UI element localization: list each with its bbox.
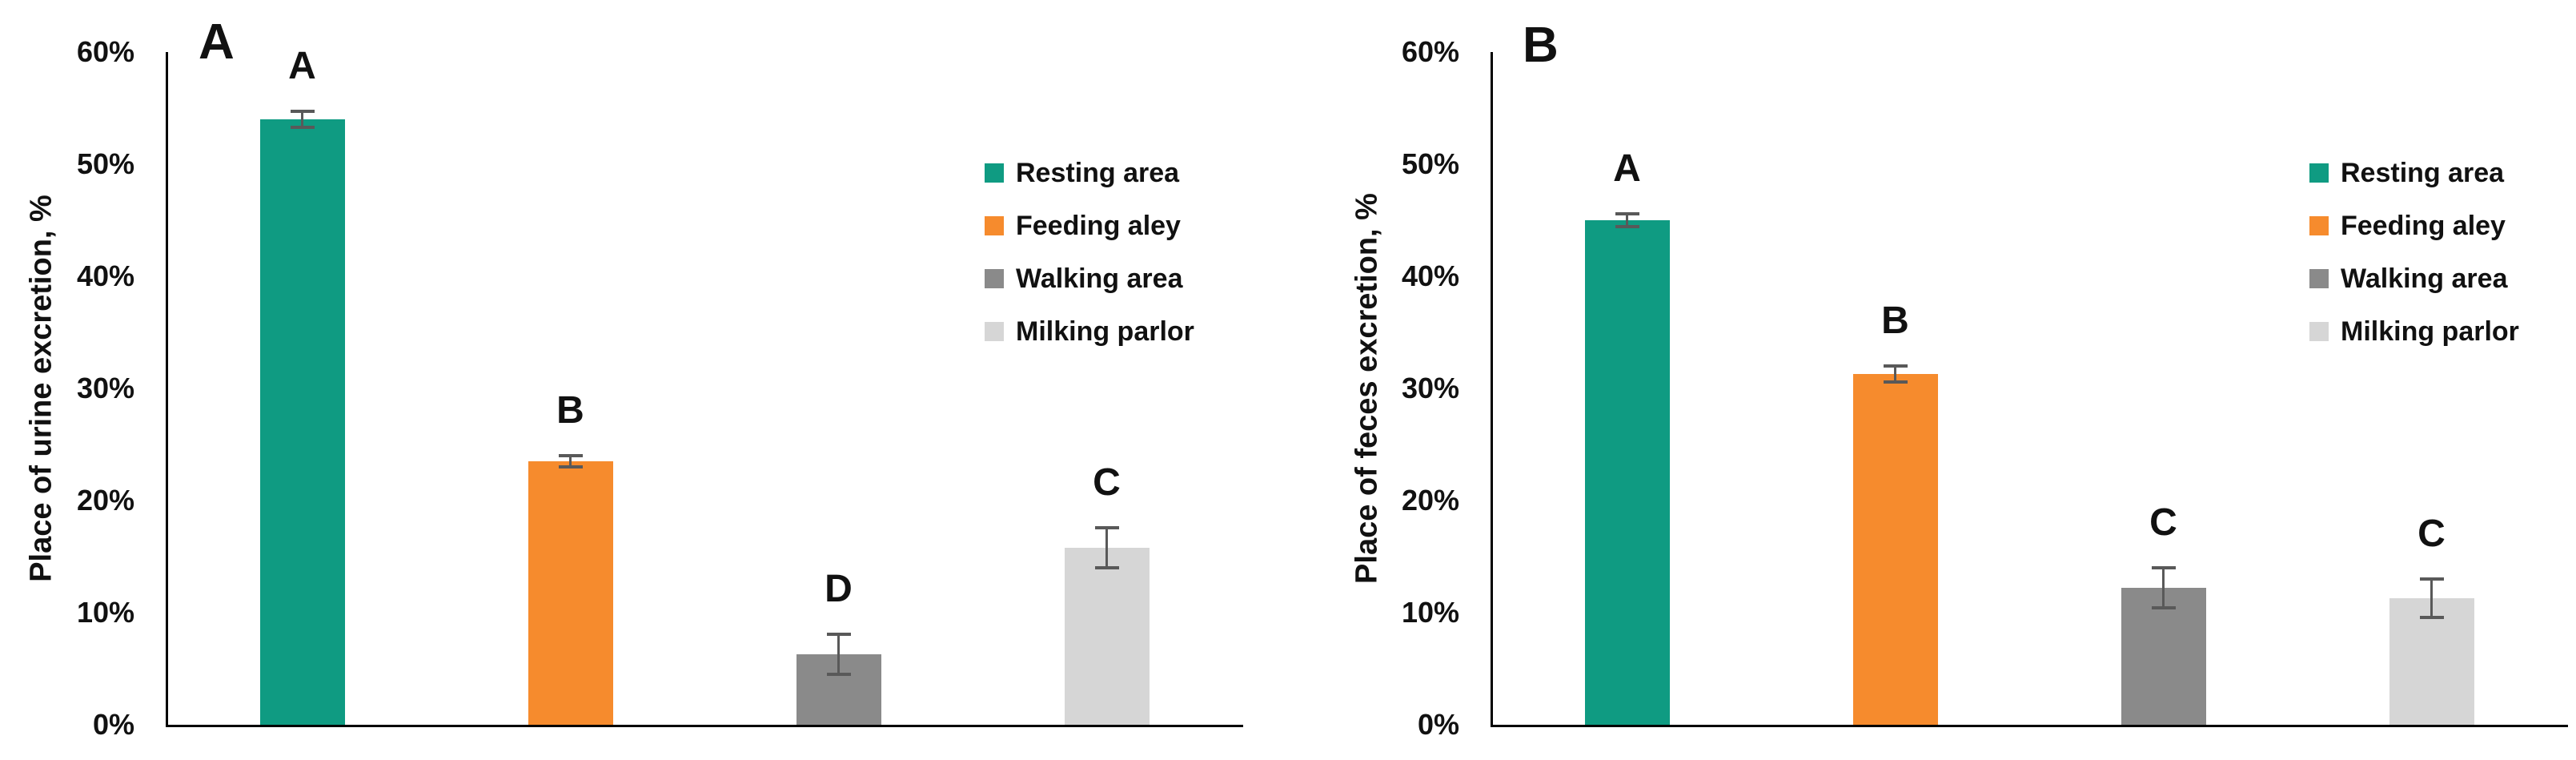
panel-b-error-cap-bottom [1615, 225, 1639, 229]
panel-a-significance-letter-2: B [556, 389, 584, 432]
panel-b-legend: Resting area Feeding aley Walking area Milk… [2309, 147, 2519, 358]
panel-a-error-cap-top [558, 454, 583, 457]
legend-swatch-icon [2309, 322, 2329, 341]
legend-label: Feeding aley [1016, 211, 1181, 241]
legend-swatch-icon [985, 163, 1004, 183]
panel-b-error-bar [1894, 366, 1896, 382]
panel-a-error-cap-bottom [558, 465, 583, 468]
panel-b-plot-area: 0% 10% 20% 30% 40% 50% 60% A B C C Resting area Feed… [1402, 36, 2568, 741]
legend-label: Walking area [1016, 263, 1183, 294]
panel-b-significance-letter-4: C [2418, 513, 2446, 555]
panel-b-ytick-50: 50% [1401, 147, 1459, 180]
panel-b-bar-resting-area [1584, 220, 1670, 725]
legend-swatch-icon [985, 322, 1004, 341]
panel-b-error-cap-bottom [2419, 615, 2444, 619]
panel-a-ytick-30: 30% [76, 372, 134, 404]
panel-b-error-bar [2430, 579, 2433, 617]
legend-swatch-icon [2309, 163, 2329, 183]
panel-a-ytick-40: 40% [76, 259, 134, 292]
panel-b-y-axis-line [1491, 52, 1493, 727]
panel-b-ytick-40: 40% [1401, 259, 1459, 292]
legend-swatch-icon [985, 269, 1004, 288]
panel-a-error-cap-top [1094, 525, 1119, 529]
panel-a-ytick-10: 10% [76, 596, 134, 629]
panel-a-ytick-50: 50% [76, 147, 134, 180]
panel-b-legend-item-walking-area: Walking area [2309, 252, 2519, 305]
panel-a-error-cap-bottom [1094, 566, 1119, 569]
panel-a-significance-letter-1: A [288, 45, 316, 88]
panel-b-error-cap-top [2151, 566, 2176, 569]
panel-a-significance-letter-4: C [1093, 460, 1121, 504]
panel-a-bar-feeding-aley [528, 461, 613, 725]
panel-a-legend-item-feeding-aley: Feeding aley [985, 199, 1194, 252]
legend-label: Milking parlor [2341, 316, 2519, 347]
legend-label: Walking area [2341, 263, 2508, 294]
panel-a-significance-letter-3: D [825, 567, 853, 610]
panel-a-error-bar [569, 456, 572, 467]
panel-a-plot-area: 0% 10% 20% 30% 40% 50% 60% A B D C Resting area Feed… [77, 36, 1243, 741]
panel-a-ytick-0: 0% [92, 708, 134, 741]
panel-b-ytick-0: 0% [1417, 708, 1459, 741]
panel-b-x-axis-line [1491, 725, 2568, 727]
panel-a-error-bar [837, 633, 840, 674]
legend-swatch-icon [985, 216, 1004, 235]
panel-b-ytick-10: 10% [1401, 596, 1459, 629]
panel-b-significance-letter-2: B [1881, 300, 1909, 342]
panel-a-error-cap-top [826, 632, 851, 636]
panel-b-error-cap-top [2419, 577, 2444, 581]
panel-a-legend-item-resting-area: Resting area [985, 147, 1194, 199]
panel-b-ytick-30: 30% [1401, 372, 1459, 404]
panel-b-error-cap-bottom [1883, 380, 1908, 384]
panel-a: A Place of urine excretion, % 0% 10% 20% 30… [25, 14, 1243, 741]
legend-label: Milking parlor [1016, 316, 1194, 347]
panel-a-error-cap-top [290, 110, 315, 114]
panel-a-legend-item-milking-parlor: Milking parlor [985, 305, 1194, 358]
panel-b-error-cap-top [1883, 364, 1908, 368]
panel-b-label: B [1523, 18, 1559, 73]
panel-a-legend: Resting area Feeding aley Walking area Milk… [985, 147, 1194, 358]
legend-swatch-icon [2309, 216, 2329, 235]
panel-b-bar-milking-parlor [2389, 597, 2474, 725]
panel-a-x-axis-line [166, 725, 1243, 727]
panel-b-error-cap-top [1615, 211, 1639, 215]
panel-b-ytick-60: 60% [1401, 35, 1459, 68]
panel-b-significance-letter-3: C [2149, 501, 2177, 544]
panel-b-legend-item-feeding-aley: Feeding aley [2309, 199, 2519, 252]
panel-b-legend-item-resting-area: Resting area [2309, 147, 2519, 199]
panel-b-legend-item-milking-parlor: Milking parlor [2309, 305, 2519, 358]
panel-a-ytick-60: 60% [76, 35, 134, 68]
panel-a-y-axis-line [166, 52, 168, 727]
panel-b-error-bar [1626, 213, 1628, 227]
panel-a-label: A [199, 14, 235, 70]
panel-b-significance-letter-1: A [1613, 147, 1641, 190]
panel-b-error-bar [2162, 568, 2165, 609]
legend-swatch-icon [2309, 269, 2329, 288]
panel-b: B Place of feces excretion, % 0% 10% 20% 30… [1288, 0, 2576, 760]
panel-a-bar-milking-parlor [1064, 547, 1150, 725]
panel-a-error-bar [1105, 527, 1108, 568]
panel-a-error-cap-bottom [290, 125, 315, 129]
panel-b-bar-feeding-aley [1852, 373, 1938, 725]
panel-a-bar-resting-area [259, 119, 345, 725]
panel-b-ytick-20: 20% [1401, 484, 1459, 517]
panel-b-error-cap-bottom [2151, 606, 2176, 610]
panel-a-error-bar [301, 111, 303, 127]
panel-b-bar-walking-area [2121, 588, 2206, 725]
legend-label: Resting area [1016, 158, 1180, 188]
legend-label: Resting area [2341, 158, 2505, 188]
panel-a-legend-item-walking-area: Walking area [985, 252, 1194, 305]
panel-a-error-cap-bottom [826, 673, 851, 676]
panel-a-ytick-20: 20% [76, 484, 134, 517]
legend-label: Feeding aley [2341, 211, 2506, 241]
